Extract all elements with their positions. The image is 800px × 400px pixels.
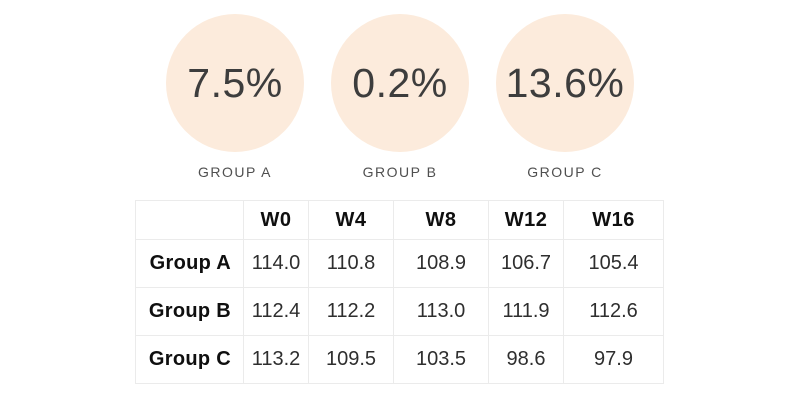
value-cell-c-w8: 103.5: [393, 335, 489, 384]
value-cell-b-w0: 112.4: [243, 287, 309, 336]
table-row-group-a: Group A 114.0 110.8 108.9 106.7 105.4: [135, 239, 664, 288]
table-header-w8: W8: [393, 200, 489, 240]
stat-label-c: GROUP C: [527, 164, 603, 180]
stat-group-a: 7.5% GROUP A: [166, 14, 304, 180]
value-cell-b-w4: 112.2: [308, 287, 394, 336]
value-cell-b-w8: 113.0: [393, 287, 489, 336]
stat-group-c: 13.6% GROUP C: [496, 14, 634, 180]
table-header-w12: W12: [488, 200, 564, 240]
value-cell-c-w4: 109.5: [308, 335, 394, 384]
stat-value-a: 7.5%: [187, 59, 283, 106]
value-cell-c-w0: 113.2: [243, 335, 309, 384]
data-table: W0 W4 W8 W12 W16 Group A 114.0 110.8 108…: [135, 200, 664, 384]
table-row-group-c: Group C 113.2 109.5 103.5 98.6 97.9: [135, 335, 664, 384]
value-cell-c-w16: 97.9: [563, 335, 664, 384]
stat-circle-b: 0.2%: [331, 14, 469, 152]
stat-circle-a: 7.5%: [166, 14, 304, 152]
stat-label-a: GROUP A: [197, 164, 273, 180]
value-cell-c-w12: 98.6: [488, 335, 564, 384]
table-row-group-b: Group B 112.4 112.2 113.0 111.9 112.6: [135, 287, 664, 336]
value-cell-a-w8: 108.9: [393, 239, 489, 288]
value-cell-a-w4: 110.8: [308, 239, 394, 288]
value-cell-b-w16: 112.6: [563, 287, 664, 336]
value-cell-a-w12: 106.7: [488, 239, 564, 288]
table-header-w16: W16: [563, 200, 664, 240]
row-label-group-b: Group B: [135, 287, 244, 336]
stat-value-c: 13.6%: [505, 59, 625, 106]
stat-value-b: 0.2%: [352, 59, 448, 106]
row-label-group-c: Group C: [135, 335, 244, 384]
stat-label-b: GROUP B: [362, 164, 438, 180]
stat-group-b: 0.2% GROUP B: [331, 14, 469, 180]
stat-circle-c: 13.6%: [496, 14, 634, 152]
value-cell-a-w16: 105.4: [563, 239, 664, 288]
value-cell-a-w0: 114.0: [243, 239, 309, 288]
table-corner-cell: [135, 200, 244, 240]
stats-row: 7.5% GROUP A 0.2% GROUP B 13.6% GROUP C: [0, 14, 800, 180]
table-header-w4: W4: [308, 200, 394, 240]
table-header-row: W0 W4 W8 W12 W16: [135, 200, 664, 240]
row-label-group-a: Group A: [135, 239, 244, 288]
value-cell-b-w12: 111.9: [488, 287, 564, 336]
table-header-w0: W0: [243, 200, 309, 240]
